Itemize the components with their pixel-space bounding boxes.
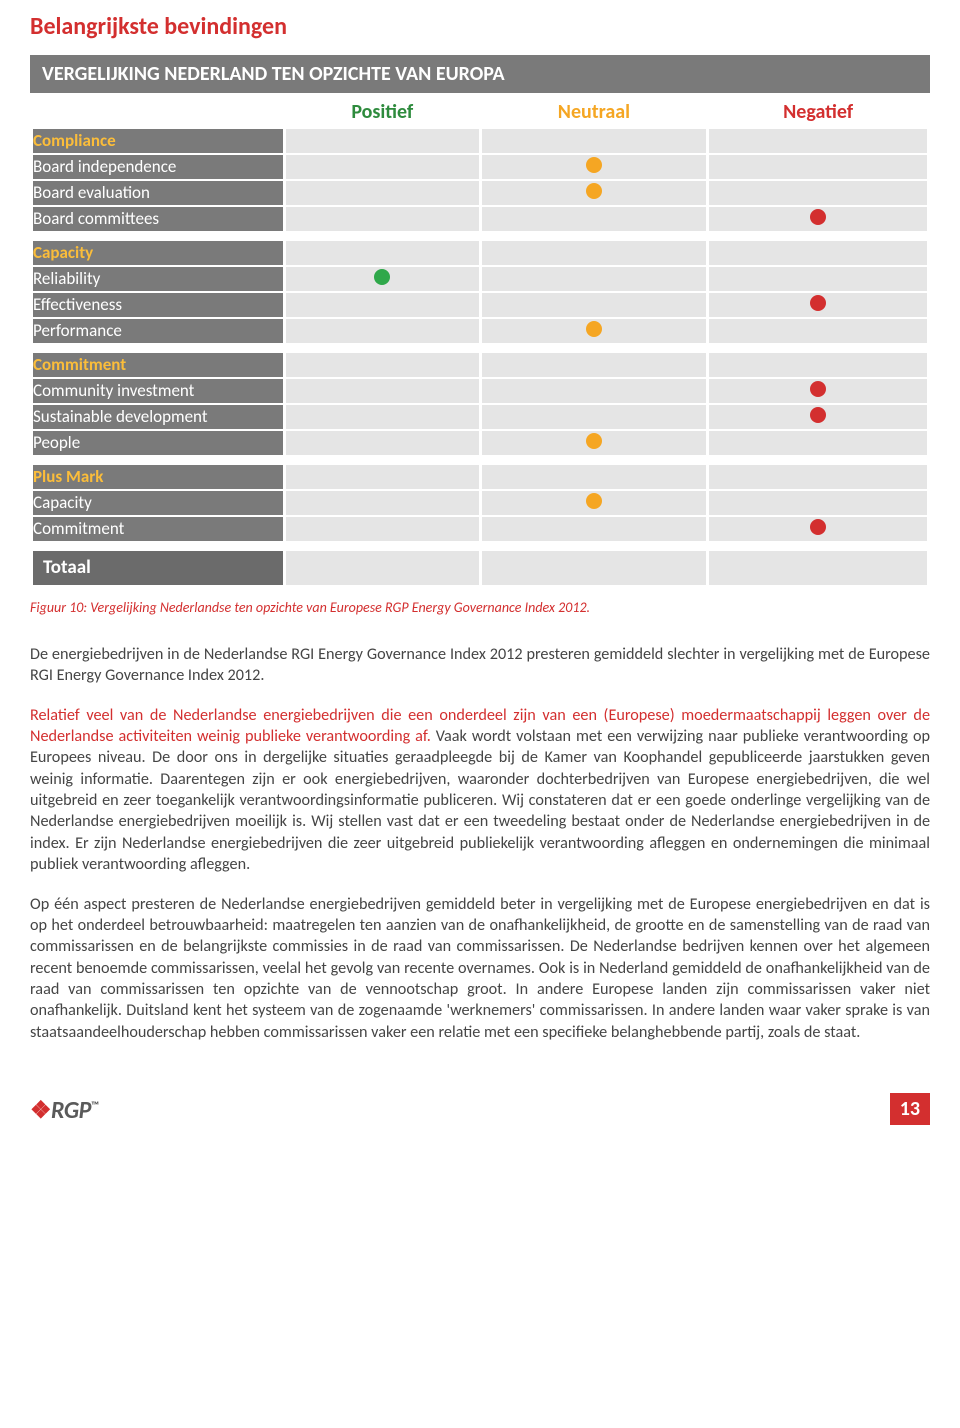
dot-neu [586,183,602,199]
dot-neu [586,157,602,173]
row-board-committees: Board committees [33,207,283,231]
row-board-evaluation: Board evaluation [33,181,283,205]
row-sustainable-development: Sustainable development [33,405,283,429]
page-title: Belangrijkste bevindingen [30,12,930,41]
row-capacity: Capacity [33,491,283,515]
row-effectiveness: Effectiveness [33,293,283,317]
totaal-label: Totaal [33,551,283,585]
group-commitment: Commitment [33,353,283,377]
row-people: People [33,431,283,455]
row-reliability: Reliability [33,267,283,291]
page-number: 13 [890,1093,930,1125]
group-capacity: Capacity [33,241,283,265]
comparison-table: PositiefNeutraalNegatiefComplianceBoard … [30,95,930,587]
column-header-neutraal: Neutraal [482,97,707,127]
dot-pos [374,269,390,285]
group-plus-mark: Plus Mark [33,465,283,489]
logo-tm: ™ [91,1099,98,1112]
column-header-negatief: Negatief [709,97,927,127]
dot-neg [810,209,826,225]
rgp-logo: ❖RGP™ [30,1096,98,1125]
row-community-investment: Community investment [33,379,283,403]
paragraph-2: Relatief veel van de Nederlandse energie… [30,705,930,876]
dot-neg [810,295,826,311]
dot-neu [586,321,602,337]
row-commitment: Commitment [33,517,283,541]
dot-neu [586,493,602,509]
paragraph-3: Op één aspect presteren de Nederlandse e… [30,894,930,1044]
dot-neg [810,519,826,535]
dot-neg [810,407,826,423]
figure-caption: Figuur 10: Vergelijking Nederlandse ten … [30,599,930,616]
logo-text: RGP [51,1096,91,1125]
row-performance: Performance [33,319,283,343]
dot-neg [810,381,826,397]
table-title: VERGELIJKING NEDERLAND TEN OPZICHTE VAN … [30,55,930,93]
dot-neu [586,433,602,449]
group-compliance: Compliance [33,129,283,153]
logo-flame-icon: ❖ [30,1096,51,1125]
row-board-independence: Board independence [33,155,283,179]
column-header-positief: Positief [286,97,479,127]
paragraph-2-rest: Vaak wordt volstaan met een verwijzing n… [30,727,930,874]
paragraph-1: De energiebedrijven in de Nederlandse RG… [30,644,930,687]
